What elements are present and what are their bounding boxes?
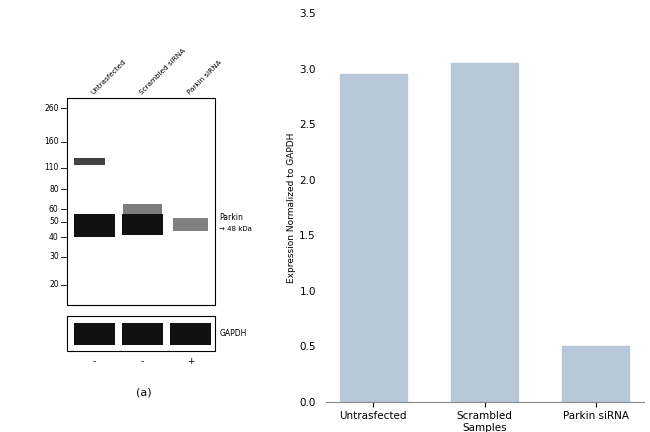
Bar <box>562 346 629 402</box>
Bar <box>67 316 215 351</box>
Text: Parkin: Parkin <box>219 213 243 222</box>
Bar <box>122 323 163 345</box>
Text: 260: 260 <box>44 104 58 113</box>
Text: 20: 20 <box>49 280 58 289</box>
Bar <box>74 214 115 237</box>
Text: -: - <box>141 357 144 366</box>
Bar <box>74 323 115 345</box>
Text: Parkin siRNA: Parkin siRNA <box>187 59 223 95</box>
Text: Untrasfected: Untrasfected <box>90 58 127 95</box>
Bar <box>74 159 105 165</box>
Bar <box>173 218 209 231</box>
Text: +: + <box>187 357 194 366</box>
Bar <box>170 323 211 345</box>
Text: GAPDH: GAPDH <box>219 329 247 338</box>
Text: 60: 60 <box>49 205 58 214</box>
Bar <box>122 214 163 235</box>
Text: 80: 80 <box>49 185 58 194</box>
Text: 160: 160 <box>44 137 58 146</box>
Bar <box>451 63 518 402</box>
Text: 40: 40 <box>49 232 58 241</box>
Bar <box>124 204 162 214</box>
Text: 110: 110 <box>44 163 58 172</box>
Text: 50: 50 <box>49 217 58 226</box>
Text: (a): (a) <box>136 388 151 398</box>
Text: 30: 30 <box>49 252 58 261</box>
Bar <box>67 98 215 305</box>
Y-axis label: Expression Normalized to GAPDH: Expression Normalized to GAPDH <box>287 132 296 283</box>
Text: → 48 kDa: → 48 kDa <box>219 226 252 232</box>
Bar <box>340 74 407 402</box>
Text: Scrambled siRNA: Scrambled siRNA <box>138 47 187 95</box>
Text: -: - <box>93 357 96 366</box>
